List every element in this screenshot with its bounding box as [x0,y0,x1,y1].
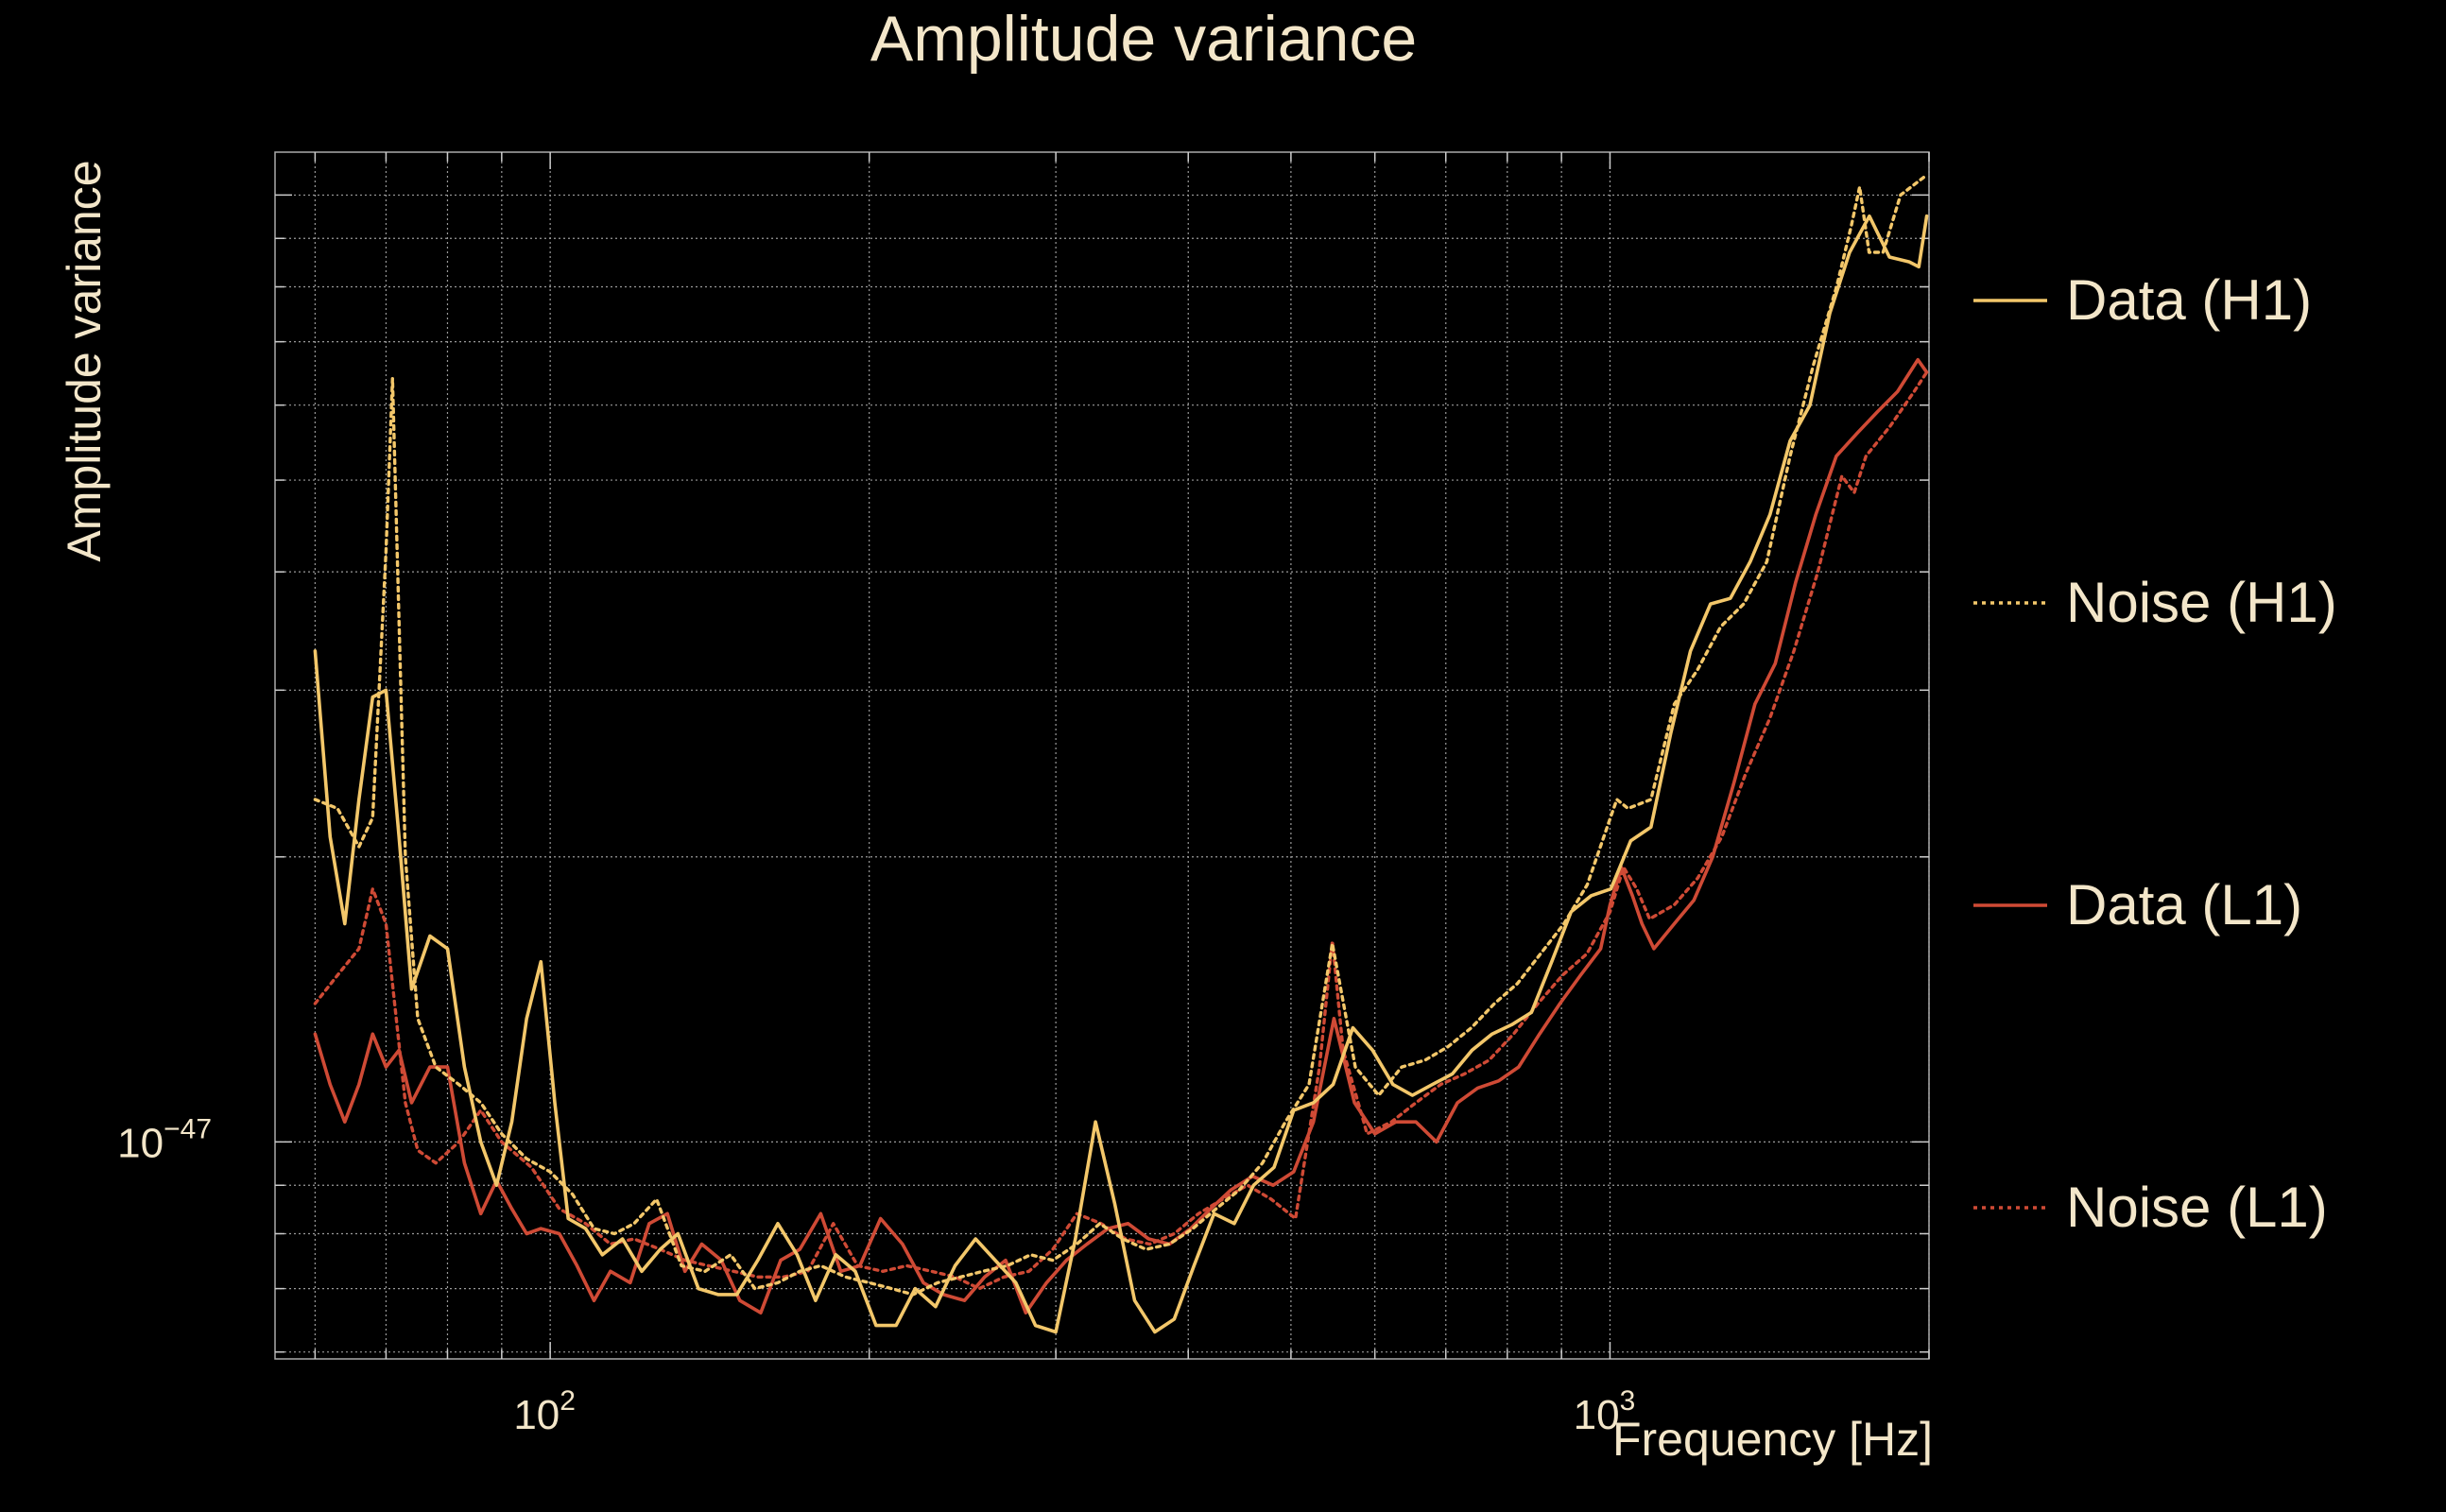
y-tick-label: 10−47 [117,1113,212,1166]
x-tick-label: 103 [1574,1385,1636,1438]
x-tick-label: 102 [513,1385,576,1438]
tick-labels: 102 103 10−47 [117,1113,1635,1438]
legend-label-noise-h1: Noise (H1) [2066,571,2337,634]
axis-ticks [275,152,1930,1359]
series-line-data-l1 [313,357,1929,1314]
grid [275,152,1930,1359]
y-axis-label: Amplitude variance [58,160,111,561]
legend-label-noise-l1: Noise (L1) [2066,1176,2328,1239]
series-line-noise-h1 [313,173,1929,1297]
plot-frame [274,151,1930,1360]
data-series [313,173,1929,1334]
chart-title: Amplitude variance [870,3,1417,75]
legend: Data (H1) Noise (H1) Data (L1) Noise (L1) [1973,268,2337,1239]
series-line-noise-l1 [313,370,1929,1291]
series-line-data-h1 [313,214,1929,1334]
x-axis-label: Frequency [Hz] [1612,1413,1933,1466]
legend-label-data-h1: Data (H1) [2066,268,2312,332]
legend-label-data-l1: Data (L1) [2066,873,2302,936]
